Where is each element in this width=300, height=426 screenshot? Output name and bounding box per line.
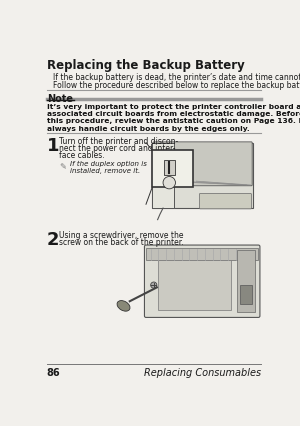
Text: ✎: ✎ <box>59 162 66 171</box>
FancyBboxPatch shape <box>153 143 252 186</box>
Bar <box>152 143 253 209</box>
Text: Replacing Consumables: Replacing Consumables <box>144 368 261 377</box>
Text: nect the power cord and inter-: nect the power cord and inter- <box>59 144 176 153</box>
Circle shape <box>163 177 176 190</box>
Text: always handle circuit boards by the edges only.: always handle circuit boards by the edge… <box>47 125 250 131</box>
Text: Turn off the printer and discon-: Turn off the printer and discon- <box>59 137 178 146</box>
FancyBboxPatch shape <box>200 194 251 209</box>
Text: Replacing the Backup Battery: Replacing the Backup Battery <box>47 59 244 72</box>
Text: 1: 1 <box>47 137 59 155</box>
Text: 86: 86 <box>47 368 60 377</box>
Bar <box>238 251 254 312</box>
Ellipse shape <box>117 301 130 311</box>
Text: 2: 2 <box>47 230 59 248</box>
Text: screw on the back of the printer.: screw on the back of the printer. <box>59 237 184 246</box>
Bar <box>164 160 175 176</box>
Bar <box>146 248 258 261</box>
Text: this procedure, review the antistatic caution on Page 136. In addition,: this procedure, review the antistatic ca… <box>47 118 300 124</box>
Text: Follow the procedure described below to replace the backup battery.: Follow the procedure described below to … <box>53 81 300 89</box>
Text: Using a screwdriver, remove the: Using a screwdriver, remove the <box>59 230 184 239</box>
FancyBboxPatch shape <box>145 245 260 318</box>
Bar <box>152 143 174 209</box>
Text: face cables.: face cables. <box>59 151 105 160</box>
Bar <box>158 261 231 310</box>
FancyBboxPatch shape <box>152 151 193 188</box>
Text: associated circuit boards from electrostatic damage. Before performing: associated circuit boards from electrost… <box>47 111 300 117</box>
Circle shape <box>151 282 157 288</box>
Text: If the duplex option is: If the duplex option is <box>70 161 147 167</box>
Text: It’s very important to protect the printer controller board and any: It’s very important to protect the print… <box>47 104 300 109</box>
Text: Note: Note <box>47 93 73 104</box>
Bar <box>240 285 252 305</box>
Text: installed, remove it.: installed, remove it. <box>70 168 140 174</box>
Text: If the backup battery is dead, the printer’s date and time cannot be retained.: If the backup battery is dead, the print… <box>53 72 300 82</box>
